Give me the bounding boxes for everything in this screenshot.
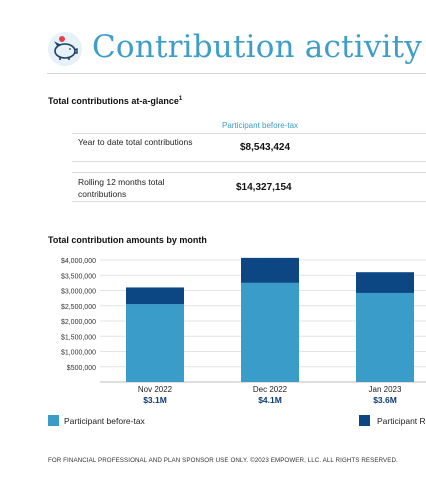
legend-label-before-tax: Participant before-tax [64,416,145,426]
x-category-label: Dec 2022 [253,385,288,394]
table-divider [72,172,426,173]
column-header-participant-before-tax: Participant before-tax [222,121,299,130]
bar-segment-before-tax [241,282,299,382]
y-tick-label: $1,000,000 [61,350,96,357]
bar-segment-participant-r [356,272,414,293]
footnote-marker: 1 [178,96,183,102]
y-tick-label: $3,000,000 [61,289,96,296]
y-tick-label: $1,500,000 [61,334,96,341]
legend-swatch-before-tax [48,415,59,426]
y-tick-label: $2,000,000 [61,319,96,326]
bar-segment-before-tax [126,304,184,382]
piggy-bank-icon [48,32,82,66]
x-category-label: Jan 2023 [369,385,402,394]
y-tick-label: $4,000,000 [61,258,96,265]
y-tick-label: $500,000 [67,365,96,372]
bar-total-label: $3.1M [143,395,167,405]
row-value-rolling-12: $14,327,154 [236,182,292,193]
monthly-contributions-chart: $500,000 $1,000,000 $1,500,000 $2,000,000 $2… [61,257,426,405]
row-label-ytd: Year to date total contributions [78,137,193,147]
bar-segment-before-tax [356,292,414,382]
bar-total-label: $4.1M [258,395,282,405]
footer-disclaimer: FOR FINANCIAL PROFESSIONAL AND PLAN SPON… [48,457,398,464]
legend-label-participant-r: Participant R [377,416,426,426]
glance-section-title: Total contributions at-a-glance1 [48,96,183,106]
legend-swatch-participant-r [359,415,370,426]
monthly-section-title: Total contribution amounts by month [48,235,207,245]
x-category-label: Nov 2022 [138,385,173,394]
y-tick-label: $3,500,000 [61,273,96,280]
bar-segment-participant-r [126,287,184,305]
y-tick-label: $2,500,000 [61,304,96,311]
table-divider [72,161,426,162]
row-value-ytd: $8,543,424 [240,142,291,153]
row-label-rolling-12: Rolling 12 months total contributions [78,177,165,199]
page-title: Contribution activity [92,29,423,65]
bar-total-label: $3.6M [373,395,397,405]
page-header: Contribution activity [47,27,426,74]
table-divider [72,133,426,134]
table-divider [72,201,426,202]
bar-segment-participant-r [241,257,299,283]
